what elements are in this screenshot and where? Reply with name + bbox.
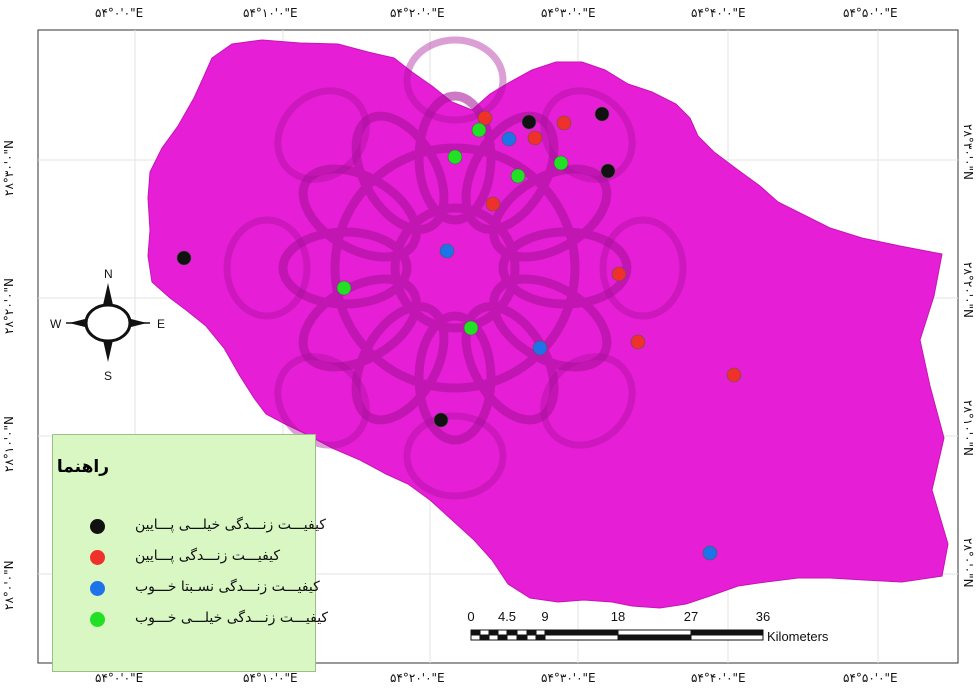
point-low-quality[interactable] [527,130,543,146]
legend-swatch-very-good [90,612,105,627]
compass-south-label: S [104,369,113,383]
scale-bar-label: 9 [541,609,549,624]
scale-bar-label: 36 [755,609,771,624]
legend-label: کیفیـــت زنـــدگی خیلـــی پـــایین [135,517,326,533]
top-longitude-tick: ۵۴°۴۰'۰"E [691,6,746,20]
point-very-good-quality[interactable] [336,280,352,296]
point-very-good-quality[interactable] [510,168,526,184]
point-low-quality[interactable] [630,334,646,350]
legend-item: کیفیـــت زنـــدگی خیلـــی پـــایین [53,515,326,539]
point-relatively-good-quality[interactable] [702,545,718,561]
point-relatively-good-quality[interactable] [439,243,455,259]
study-region [147,39,949,609]
legend-label: کیفیـــت زنـــدگی نسـبتا خـــوب [135,579,320,595]
scale-bar-label: 0 [467,609,475,624]
compass-rose [66,283,150,362]
right-latitude-tick: ۲۸°۱۰'۰"N [961,400,975,457]
map-legend: راهنما کیفیـــت زنـــدگی خیلـــی پـــایی… [52,434,328,672]
point-very-low-quality[interactable] [176,250,192,266]
point-very-good-quality[interactable] [553,155,569,171]
point-very-good-quality[interactable] [471,122,487,138]
legend-label: کیفیـــت زنـــدگی خیلـــی خـــوب [135,610,329,626]
point-relatively-good-quality[interactable] [532,340,548,356]
point-low-quality[interactable] [485,196,501,212]
bottom-longitude-tick: ۵۴°۲۰'۰"E [390,671,445,685]
scale-bar-label: 27 [683,609,699,624]
right-latitude-tick: ۲۸°۲۰'۰"N [961,262,975,319]
point-very-low-quality[interactable] [594,106,610,122]
legend-swatch-relatively-good [90,581,105,596]
point-very-low-quality[interactable] [600,163,616,179]
legend-swatch-very-low [90,519,105,534]
scale-bar [470,629,764,641]
left-latitude-tick: ۲۸°۳۰'۰"N [2,139,16,196]
legend-item: کیفیـــت زنـــدگی نسـبتا خـــوب [53,577,320,601]
legend-swatch-low [90,550,105,565]
bottom-longitude-tick: ۵۴°۵۰'۰"E [843,671,898,685]
scale-bar-label: 18 [610,609,626,624]
bottom-longitude-tick: ۵۴°۳۰'۰"E [541,671,596,685]
top-longitude-tick: ۵۴°۰'۰"E [95,6,144,20]
left-latitude-tick: ۲۸°۱۰'۰"N [2,415,16,472]
point-low-quality[interactable] [611,266,627,282]
point-very-good-quality[interactable] [463,320,479,336]
bottom-longitude-tick: ۵۴°۱۰'۰"E [243,671,298,685]
sample-points [176,106,742,561]
point-low-quality[interactable] [726,367,742,383]
legend-title: راهنما [56,457,109,477]
compass-north-label: N [104,267,113,281]
bottom-longitude-tick: ۵۴°۴۰'۰"E [691,671,746,685]
point-low-quality[interactable] [477,110,493,126]
top-longitude-tick: ۵۴°۱۰'۰"E [243,6,298,20]
left-latitude-tick: ۲۸°۰'۰"N [2,560,16,610]
right-latitude-tick: ۲۸°۰'۰"N [961,538,975,588]
legend-label: کیفیـــت زنـــدگی پـــایین [135,548,281,564]
top-longitude-tick: ۵۴°۲۰'۰"E [390,6,445,20]
legend-item: کیفیـــت زنـــدگی خیلـــی خـــوب [53,608,328,632]
point-low-quality[interactable] [556,115,572,131]
legend-item: کیفیـــت زنـــدگی پـــایین [53,546,315,570]
compass-east-label: E [157,317,166,331]
right-latitude-tick: ۲۸°۳۰'۰"N [961,124,975,181]
point-relatively-good-quality[interactable] [501,131,517,147]
point-very-low-quality[interactable] [521,114,537,130]
bottom-longitude-tick: ۵۴°۰'۰"E [95,671,144,685]
top-longitude-tick: ۵۴°۵۰'۰"E [843,6,898,20]
point-very-good-quality[interactable] [447,149,463,165]
top-longitude-tick: ۵۴°۳۰'۰"E [541,6,596,20]
left-latitude-tick: ۲۸°۲۰'۰"N [2,277,16,334]
scale-bar-label: 4.5 [497,609,517,624]
scale-bar-unit: Kilometers [767,629,829,644]
point-very-low-quality[interactable] [433,412,449,428]
compass-west-label: W [50,317,62,331]
